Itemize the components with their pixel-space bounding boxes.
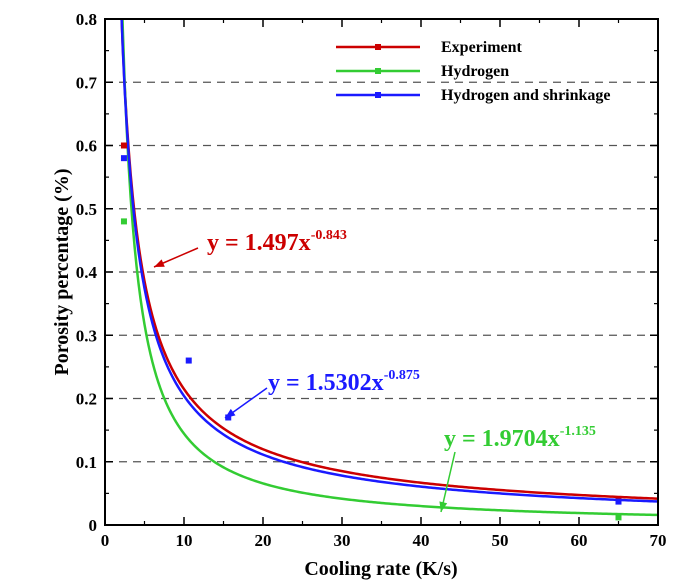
x-tick-label: 70 xyxy=(650,531,667,550)
grid-lines xyxy=(105,81,658,463)
legend-marker xyxy=(375,92,381,98)
y-axis-title: Porosity percentage (%) xyxy=(51,169,73,376)
legend-marker xyxy=(375,68,381,74)
data-markers xyxy=(120,142,622,521)
arrow-head xyxy=(225,408,236,418)
arrow-head xyxy=(154,259,165,267)
arrow-head xyxy=(439,501,448,512)
equation-arrow xyxy=(440,451,456,513)
x-tick-label: 30 xyxy=(334,531,351,550)
axis-ticks xyxy=(104,18,659,526)
curve-experiment xyxy=(120,19,658,500)
curve-hydrogen-and-shrinkage xyxy=(120,19,658,503)
legend-label: Experiment xyxy=(441,39,523,56)
legend-marker xyxy=(375,44,381,50)
x-tick-label: 50 xyxy=(492,531,509,550)
data-point-hydrogen-and-shrinkage xyxy=(615,498,622,505)
data-point-hydrogen-and-shrinkage xyxy=(225,414,232,421)
data-point-experiment xyxy=(120,142,127,149)
y-tick-label: 0.7 xyxy=(76,73,98,92)
legend-label: Hydrogen and shrinkage xyxy=(441,87,611,104)
data-point-hydrogen-and-shrinkage xyxy=(185,357,192,364)
y-tick-label: 0.3 xyxy=(76,326,97,345)
curve-hydrogen xyxy=(121,19,658,517)
legend: Experiment Hydrogen Hydrogen and shrinkage xyxy=(336,39,611,104)
y-tick-label: 0.4 xyxy=(76,263,98,282)
y-tick-label: 0 xyxy=(89,516,98,535)
equation-label: y = 1.9704x-1.135 xyxy=(444,424,596,452)
fit-curves xyxy=(120,19,658,517)
x-axis-title: Cooling rate (K/s) xyxy=(304,558,457,580)
y-tick-label: 0.8 xyxy=(76,10,97,29)
legend-label: Hydrogen xyxy=(441,63,509,80)
tick-labels: 0 10 20 30 40 50 60 70 0 0.1 0.2 0.3 0.4 0.5 0.6 0.7 0.8 xyxy=(76,10,667,550)
x-tick-label: 0 xyxy=(101,531,110,550)
equation-annotations: y = 1.497x-0.843 y = 1.9704x-1.135 y = 1.5… xyxy=(153,228,596,513)
x-tick-label: 20 xyxy=(255,531,272,550)
equation-label: y = 1.497x-0.843 xyxy=(207,228,347,256)
x-tick-label: 60 xyxy=(571,531,588,550)
x-tick-label: 40 xyxy=(413,531,430,550)
y-tick-label: 0.6 xyxy=(76,137,97,156)
y-tick-label: 0.2 xyxy=(76,390,97,409)
y-tick-label: 0.5 xyxy=(76,200,97,219)
data-point-hydrogen-and-shrinkage xyxy=(120,155,127,162)
y-tick-label: 0.1 xyxy=(76,453,97,472)
x-tick-label: 10 xyxy=(176,531,193,550)
equation-label: y = 1.5302x-0.875 xyxy=(268,368,420,396)
data-point-hydrogen xyxy=(615,514,622,521)
data-point-hydrogen xyxy=(120,218,127,225)
